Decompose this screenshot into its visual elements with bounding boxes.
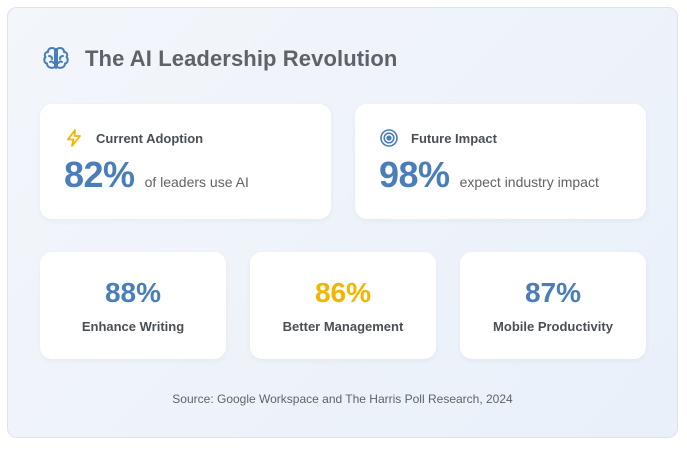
infographic-panel: The AI Leadership Revolution Current Ado… [7,7,678,438]
stat-value: 87% [524,277,582,308]
card-title: Future Impact [411,130,497,146]
target-icon [380,129,398,147]
stat-label: Mobile Productivity [493,319,613,334]
stat-value: 86% [314,277,372,308]
lightning-icon [67,129,81,147]
card-title: Current Adoption [96,130,204,146]
stat-card-writing: 88% Enhance Writing [40,252,226,359]
stat-value: 88% [104,277,162,308]
brain-icon [43,47,69,69]
current-adoption-card: Current Adoption 82% of leaders use AI [40,104,331,219]
header: The AI Leadership Revolution [41,41,397,77]
stat-label: Enhance Writing [81,319,185,334]
stat-label: Better Management [282,319,404,334]
impact-value: 98% [379,154,450,195]
page-title: The AI Leadership Revolution [85,46,398,71]
source-citation: Source: Google Workspace and The Harris … [172,392,513,406]
stat-card-management: 86% Better Management [250,252,436,359]
adoption-value: 82% [64,154,135,195]
stat-card-mobile: 87% Mobile Productivity [460,252,646,359]
adoption-description: of leaders use AI [144,174,249,190]
impact-description: expect industry impact [459,174,599,190]
future-impact-card: Future Impact 98% expect industry impact [355,104,646,219]
